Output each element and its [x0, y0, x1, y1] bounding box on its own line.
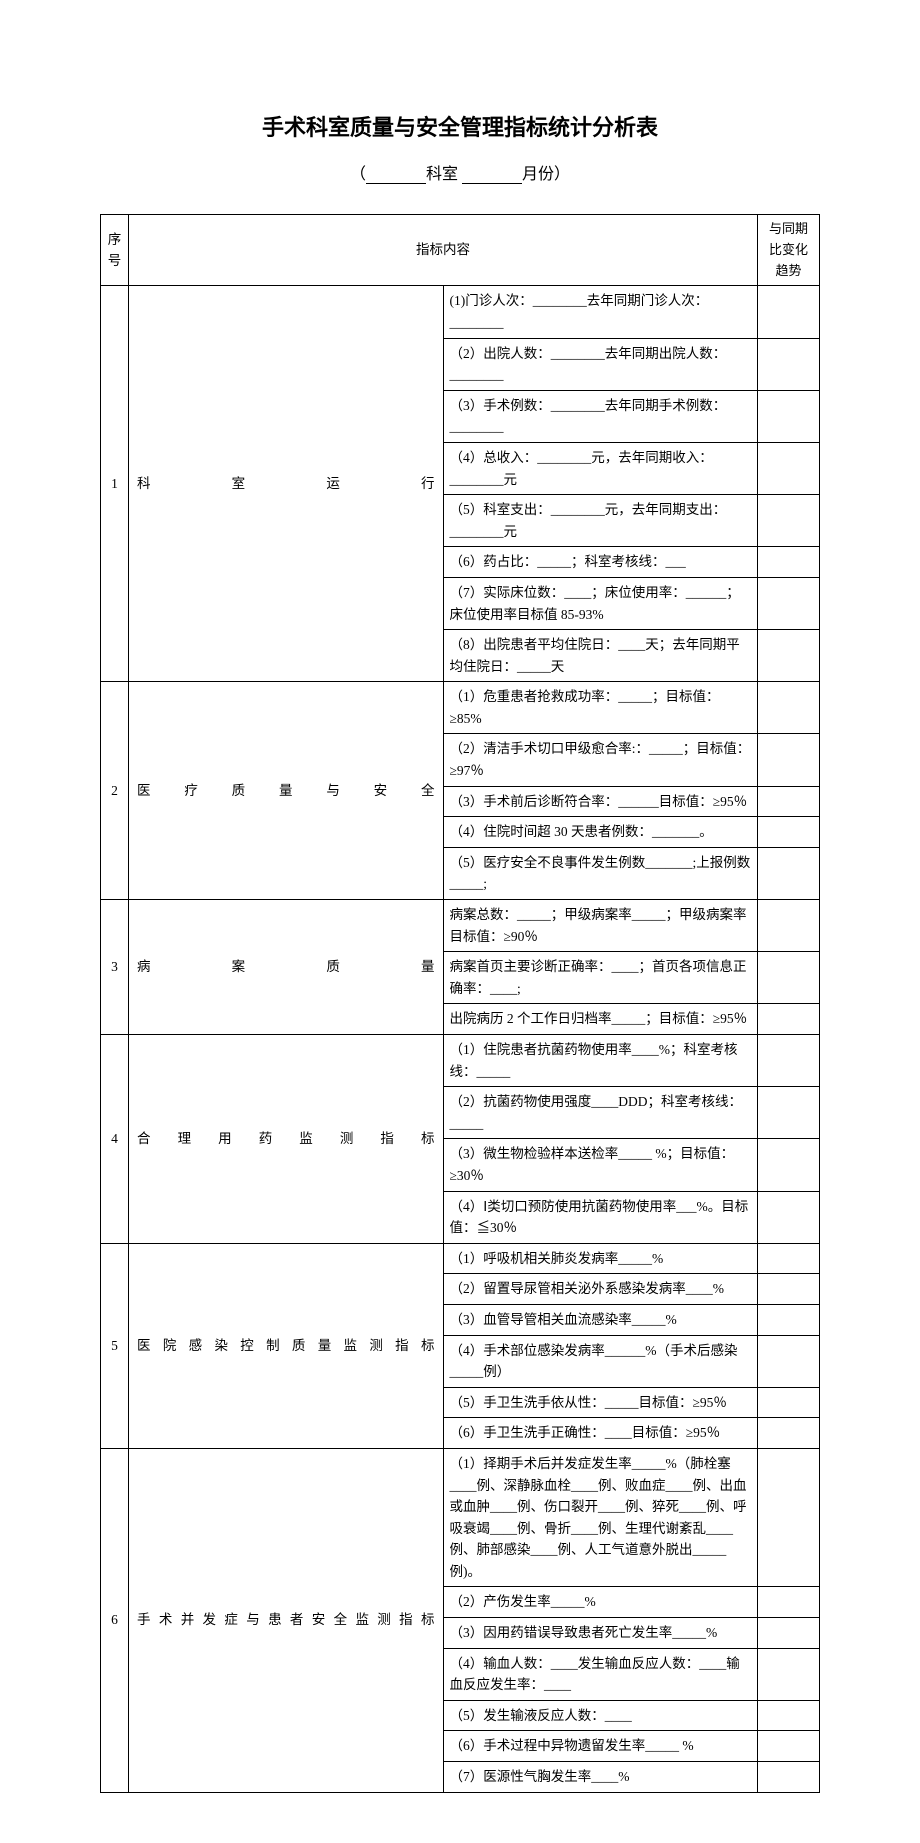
trend-cell[interactable] [758, 1762, 820, 1793]
trend-cell[interactable] [758, 1448, 820, 1587]
indicator-cell: （1）择期手术后并发症发生率_____%（肺栓塞____例、深静脉血栓____例… [443, 1448, 758, 1587]
indicator-cell: （3）微生物检验样本送检率_____ %；目标值：≥30％ [443, 1139, 758, 1191]
trend-cell[interactable] [758, 1004, 820, 1035]
subtitle-dept: 科室 [426, 166, 458, 183]
trend-cell[interactable] [758, 734, 820, 786]
trend-cell[interactable] [758, 1387, 820, 1418]
indicator-cell: （2）产伤发生率_____% [443, 1587, 758, 1618]
indicator-cell: （1）呼吸机相关肺炎发病率_____% [443, 1243, 758, 1274]
indicator-cell: （6）手卫生洗手正确性：____目标值：≥95％ [443, 1418, 758, 1449]
indicator-cell: （1）危重患者抢救成功率：_____；目标值：≥85% [443, 682, 758, 734]
section-num: 6 [101, 1448, 129, 1792]
trend-cell[interactable] [758, 1700, 820, 1731]
trend-cell[interactable] [758, 1191, 820, 1243]
trend-cell[interactable] [758, 547, 820, 578]
table-header-row: 序号 指标内容 与同期比变化趋势 [101, 215, 820, 286]
indicator-cell: （4）住院时间超 30 天患者例数：_______。 [443, 817, 758, 848]
section-num: 5 [101, 1243, 129, 1448]
table-row: 3 病案质量 病案总数：_____；甲级病案率_____；甲级病案率目标值：≥9… [101, 900, 820, 952]
trend-cell[interactable] [758, 338, 820, 390]
section-category: 病案质量 [129, 900, 444, 1035]
trend-cell[interactable] [758, 817, 820, 848]
indicator-cell: （7）实际床位数：____；床位使用率：______；床位使用率目标值 85-9… [443, 577, 758, 629]
trend-cell[interactable] [758, 1335, 820, 1387]
table-row: 2 医疗质量与安全 （1）危重患者抢救成功率：_____；目标值：≥85% [101, 682, 820, 734]
dept-blank[interactable] [366, 166, 426, 184]
trend-cell[interactable] [758, 1587, 820, 1618]
trend-cell[interactable] [758, 286, 820, 338]
indicator-cell: （5）发生输液反应人数：____ [443, 1700, 758, 1731]
trend-cell[interactable] [758, 952, 820, 1004]
indicator-cell: （6）手术过程中异物遗留发生率_____ % [443, 1731, 758, 1762]
trend-cell[interactable] [758, 390, 820, 442]
table-row: 1 科室运行 (1)门诊人次：________去年同期门诊人次：________ [101, 286, 820, 338]
indicator-cell: （3）因用药错误导致患者死亡发生率_____% [443, 1618, 758, 1649]
indicator-cell: （2）留置导尿管相关泌外系感染发病率____% [443, 1274, 758, 1305]
section-category: 合理用药监测指标 [129, 1035, 444, 1244]
indicator-cell: （4）Ⅰ类切口预防使用抗菌药物使用率___%。目标值：≦30％ [443, 1191, 758, 1243]
indicator-cell: （4）总收入：________元，去年同期收入：________元 [443, 442, 758, 494]
indicator-cell: 出院病历 2 个工作日归档率_____；目标值：≥95％ [443, 1004, 758, 1035]
section-category: 科室运行 [129, 286, 444, 682]
indicator-cell: （8）出院患者平均住院日：____天；去年同期平均住院日：_____天 [443, 630, 758, 682]
section-num: 3 [101, 900, 129, 1035]
indicator-cell: （5）科室支出：________元，去年同期支出：________元 [443, 495, 758, 547]
trend-cell[interactable] [758, 847, 820, 899]
indicator-cell: （4）输血人数：____发生输血反应人数：____输血反应发生率：____ [443, 1648, 758, 1700]
trend-cell[interactable] [758, 1274, 820, 1305]
table-row: 5 医院感染控制质量监测指标 （1）呼吸机相关肺炎发病率_____% [101, 1243, 820, 1274]
page-subtitle: （ 科室 月份） [100, 160, 820, 184]
page-title: 手术科室质量与安全管理指标统计分析表 [100, 110, 820, 142]
header-content: 指标内容 [129, 215, 758, 286]
trend-cell[interactable] [758, 495, 820, 547]
trend-cell[interactable] [758, 1139, 820, 1191]
section-category: 医院感染控制质量监测指标 [129, 1243, 444, 1448]
month-blank[interactable] [462, 166, 522, 184]
indicator-cell: (1)门诊人次：________去年同期门诊人次：________ [443, 286, 758, 338]
trend-cell[interactable] [758, 900, 820, 952]
header-trend: 与同期比变化趋势 [758, 215, 820, 286]
subtitle-prefix: （ [350, 166, 366, 183]
indicator-cell: 病案总数：_____；甲级病案率_____；甲级病案率目标值：≥90％ [443, 900, 758, 952]
indicator-cell: （2）清洁手术切口甲级愈合率:：_____；目标值：≥97％ [443, 734, 758, 786]
trend-cell[interactable] [758, 630, 820, 682]
trend-cell[interactable] [758, 1731, 820, 1762]
indicator-cell: （2）出院人数：________去年同期出院人数：________ [443, 338, 758, 390]
indicator-table: 序号 指标内容 与同期比变化趋势 1 科室运行 (1)门诊人次：________… [100, 214, 820, 1793]
trend-cell[interactable] [758, 1035, 820, 1087]
indicator-cell: （1）住院患者抗菌药物使用率____%；科室考核线：_____ [443, 1035, 758, 1087]
trend-cell[interactable] [758, 1418, 820, 1449]
indicator-cell: （3）手术前后诊断符合率：______目标值：≥95％ [443, 786, 758, 817]
table-row: 6 手术并发症与患者安全监测指标 （1）择期手术后并发症发生率_____%（肺栓… [101, 1448, 820, 1587]
trend-cell[interactable] [758, 1648, 820, 1700]
section-num: 4 [101, 1035, 129, 1244]
trend-cell[interactable] [758, 1618, 820, 1649]
trend-cell[interactable] [758, 577, 820, 629]
header-num: 序号 [101, 215, 129, 286]
trend-cell[interactable] [758, 786, 820, 817]
indicator-cell: （6）药占比：_____；科室考核线：___ [443, 547, 758, 578]
trend-cell[interactable] [758, 682, 820, 734]
indicator-cell: （2）抗菌药物使用强度____DDD；科室考核线：_____ [443, 1087, 758, 1139]
indicator-cell: 病案首页主要诊断正确率：____；首页各项信息正确率：____; [443, 952, 758, 1004]
indicator-cell: （4）手术部位感染发病率______%（手术后感染_____例） [443, 1335, 758, 1387]
trend-cell[interactable] [758, 1304, 820, 1335]
section-category: 手术并发症与患者安全监测指标 [129, 1448, 444, 1792]
subtitle-month: 月份） [522, 166, 570, 183]
trend-cell[interactable] [758, 1243, 820, 1274]
section-num: 2 [101, 682, 129, 900]
indicator-cell: （7）医源性气胸发生率____% [443, 1762, 758, 1793]
trend-cell[interactable] [758, 1087, 820, 1139]
trend-cell[interactable] [758, 442, 820, 494]
section-category: 医疗质量与安全 [129, 682, 444, 900]
indicator-cell: （5）医疗安全不良事件发生例数_______;上报例数_____; [443, 847, 758, 899]
indicator-cell: （3）血管导管相关血流感染率_____% [443, 1304, 758, 1335]
indicator-cell: （3）手术例数：________去年同期手术例数：________ [443, 390, 758, 442]
indicator-cell: （5）手卫生洗手依从性：_____目标值：≥95％ [443, 1387, 758, 1418]
table-row: 4 合理用药监测指标 （1）住院患者抗菌药物使用率____%；科室考核线：___… [101, 1035, 820, 1087]
section-num: 1 [101, 286, 129, 682]
